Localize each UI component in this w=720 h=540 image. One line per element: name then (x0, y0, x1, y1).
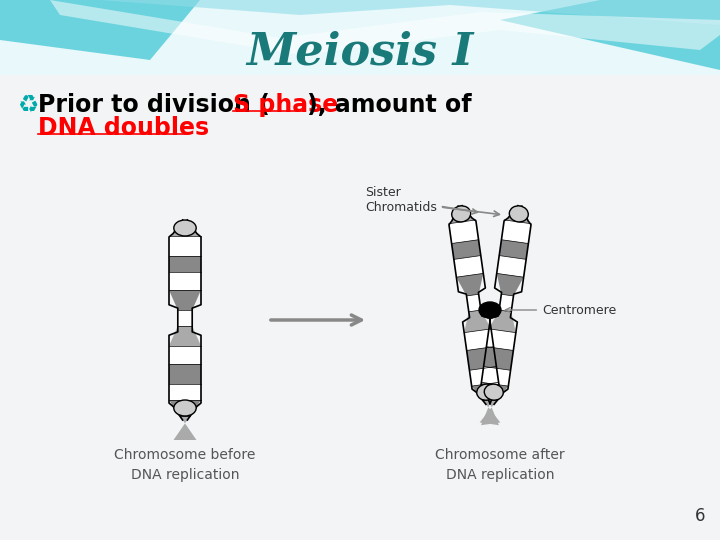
Polygon shape (178, 310, 192, 326)
Polygon shape (472, 382, 499, 401)
Text: Chromosome before
DNA replication: Chromosome before DNA replication (114, 448, 256, 482)
Polygon shape (169, 290, 201, 310)
Bar (0, 75, 720, 540)
Ellipse shape (477, 384, 496, 400)
Text: S phase: S phase (233, 93, 338, 117)
Polygon shape (0, 0, 720, 25)
Ellipse shape (174, 220, 196, 236)
Ellipse shape (479, 302, 501, 318)
Text: Chromosome after
DNA replication: Chromosome after DNA replication (435, 448, 564, 482)
Polygon shape (487, 329, 516, 350)
Polygon shape (467, 347, 496, 370)
Polygon shape (0, 0, 200, 60)
Polygon shape (451, 240, 481, 259)
Polygon shape (169, 346, 201, 364)
Polygon shape (499, 294, 513, 312)
Ellipse shape (451, 206, 471, 222)
Polygon shape (169, 256, 201, 272)
Polygon shape (480, 400, 499, 425)
Polygon shape (501, 220, 531, 244)
Text: DNA doubles: DNA doubles (38, 116, 209, 140)
FancyArrowPatch shape (271, 315, 361, 325)
Polygon shape (454, 255, 483, 277)
Polygon shape (469, 367, 499, 386)
Polygon shape (169, 364, 201, 384)
Polygon shape (497, 255, 526, 277)
Text: Centromere: Centromere (505, 303, 616, 316)
Polygon shape (497, 273, 523, 296)
Polygon shape (464, 329, 494, 350)
Polygon shape (482, 382, 508, 401)
Text: Sister
Chromatids: Sister Chromatids (365, 186, 477, 214)
Polygon shape (451, 206, 474, 224)
Polygon shape (169, 400, 201, 416)
Polygon shape (499, 240, 528, 259)
Polygon shape (0, 0, 720, 80)
Polygon shape (484, 347, 513, 370)
Polygon shape (489, 310, 516, 333)
Polygon shape (464, 310, 491, 333)
Polygon shape (449, 220, 479, 244)
Text: ), amount of: ), amount of (307, 93, 472, 117)
Polygon shape (171, 220, 199, 236)
Text: 6: 6 (695, 507, 705, 525)
Polygon shape (50, 0, 720, 55)
Ellipse shape (174, 400, 196, 416)
Polygon shape (174, 416, 197, 440)
Polygon shape (506, 206, 529, 224)
Polygon shape (169, 236, 201, 256)
Polygon shape (456, 273, 483, 296)
Text: Prior to division (: Prior to division ( (38, 93, 270, 117)
Text: ♻: ♻ (18, 93, 39, 117)
Polygon shape (481, 400, 500, 425)
Polygon shape (467, 294, 481, 312)
Ellipse shape (485, 384, 503, 400)
Polygon shape (169, 272, 201, 290)
Polygon shape (169, 326, 201, 346)
Polygon shape (482, 367, 510, 386)
Polygon shape (500, 0, 720, 70)
Ellipse shape (509, 206, 528, 222)
Text: Meiosis I: Meiosis I (246, 30, 474, 73)
Polygon shape (169, 384, 201, 400)
